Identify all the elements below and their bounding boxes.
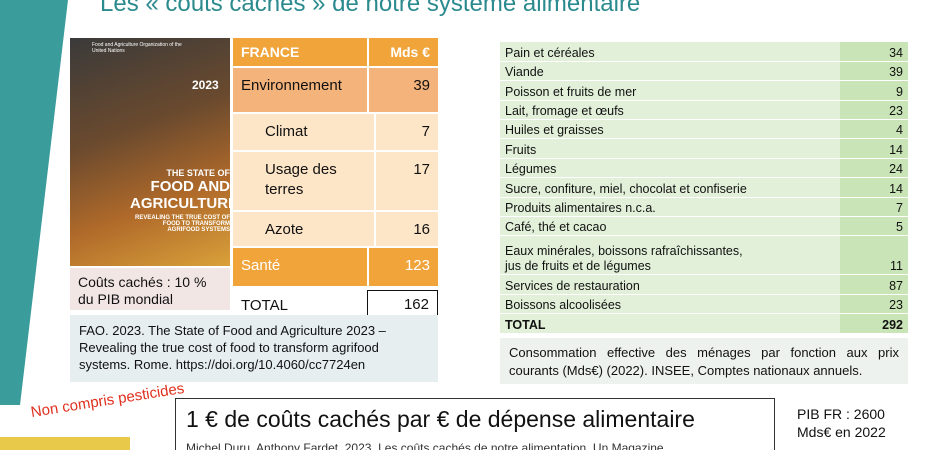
note-box: Coûts cachés : 10 % du PIB mondial [70, 268, 230, 310]
value-cell: 23 [840, 100, 908, 121]
value-cell: 123 [404, 257, 430, 274]
label-cell: Azote [233, 212, 377, 246]
label-cell: Boissons alcoolisées [500, 294, 840, 315]
label-cell: Lait, fromage et œufs [500, 100, 840, 121]
value-cell: 14 [840, 138, 908, 159]
table-row: Poisson et fruits de mer 9 [500, 80, 908, 101]
book-cover: Food and Agriculture Organization of the… [70, 38, 230, 266]
value-cell: 4 [840, 119, 908, 140]
table-row: Eaux minérales, boissons rafraîchissante… [500, 235, 908, 276]
value-cell: 9 [840, 80, 908, 101]
header-row: FRANCE Mds € [233, 38, 438, 66]
table-row: Lait, fromage et œufs 23 [500, 100, 908, 121]
table-row: Viande 39 [500, 61, 908, 82]
value-cell: 7 [840, 197, 908, 218]
table-row: Pain et céréales 34 [500, 42, 908, 62]
label-cell: TOTAL [500, 313, 840, 334]
side-band [0, 0, 68, 405]
cover-org: Food and Agriculture Organization of the… [92, 42, 182, 54]
title: Les « coûts cachés » de notre système al… [100, 0, 641, 17]
cover-line: THE STATE OF [166, 168, 230, 178]
table-row: Services de restauration 87 [500, 274, 908, 295]
label-cell: Poisson et fruits de mer [500, 80, 840, 101]
header-cell: Mds € [390, 44, 430, 60]
label-cell: Produits alimentaires n.c.a. [500, 197, 840, 218]
insee-table: Pain et céréales 34 Viande 39 Poisson et fru… [500, 42, 908, 334]
table-row: Climat 7 [233, 112, 438, 150]
label-cell: Usage des terres [233, 152, 377, 210]
label-cell: Pain et céréales [500, 42, 840, 62]
header-cell: FRANCE [233, 38, 370, 66]
table-row: Fruits 14 [500, 138, 908, 159]
cover-year: 2023 [192, 78, 219, 92]
france-table: FRANCE Mds € Environnement 39 Climat 7 Usage d… [233, 38, 438, 324]
table-row: TOTAL 292 [500, 313, 908, 334]
value-cell: 14 [840, 177, 908, 198]
label-cell: Légumes [500, 158, 840, 179]
label-cell: Environnement [233, 68, 369, 112]
value-cell: 292 [840, 313, 908, 334]
value-cell: 34 [840, 42, 908, 62]
value-cell: 7 [421, 123, 430, 140]
value-cell: 39 [840, 61, 908, 82]
label-cell: Viande [500, 61, 840, 82]
label-cell: Fruits [500, 138, 840, 159]
cover-title: THE STATE OF FOOD AND AGRICULTURE REVEAL… [130, 168, 230, 233]
value-cell: 24 [840, 158, 908, 179]
label-cell: Café, thé et cacao [500, 216, 840, 237]
cover-line: FOOD AND [150, 178, 230, 195]
fao-source: FAO. 2023. The State of Food and Agricul… [70, 315, 438, 382]
label-cell: Eaux minérales, boissons rafraîchissante… [500, 235, 840, 276]
value-cell: 17 [413, 161, 430, 178]
label-cell: TOTAL [233, 288, 368, 324]
table-row: Huiles et graisses 4 [500, 119, 908, 140]
table-row: Produits alimentaires n.c.a. 7 [500, 197, 908, 218]
logo [0, 437, 130, 450]
label-cell: Services de restauration [500, 274, 840, 295]
table-row: Boissons alcoolisées 23 [500, 294, 908, 315]
cover-line: AGRICULTURE [130, 195, 230, 212]
cover-subtitle: REVEALING THE TRUE COST OF FOOD TO TRANS… [134, 215, 230, 233]
pib-note: PIB FR : 2600 Mds€ en 2022 [797, 406, 886, 440]
value-cell: 5 [840, 216, 908, 237]
value-cell: 16 [413, 221, 430, 238]
table-row: Café, thé et cacao 5 [500, 216, 908, 237]
label-cell: Huiles et graisses [500, 119, 840, 140]
table-row: Santé 123 [233, 246, 438, 286]
value-cell: 11 [840, 235, 908, 276]
reference: Michel Duru, Anthony Fardet, 2023. Les c… [186, 441, 664, 450]
label-cell: Sucre, confiture, miel, chocolat et conf… [500, 177, 840, 198]
table-row: Légumes 24 [500, 158, 908, 179]
table-row: Azote 16 [233, 210, 438, 246]
headline-box: 1 € de coûts cachés par € de dépense ali… [175, 398, 775, 450]
label-cell: Climat [233, 114, 377, 150]
value-cell: 23 [840, 294, 908, 315]
value-cell: 87 [840, 274, 908, 295]
table-row: Usage des terres 17 [233, 150, 438, 210]
table-row: Sucre, confiture, miel, chocolat et conf… [500, 177, 908, 198]
value-cell: 39 [413, 77, 430, 94]
headline: 1 € de coûts cachés par € de dépense ali… [186, 406, 695, 432]
label-cell: Santé [233, 248, 369, 286]
table-row: Environnement 39 [233, 66, 438, 112]
insee-source: Consommation effective des ménages par f… [500, 338, 908, 384]
